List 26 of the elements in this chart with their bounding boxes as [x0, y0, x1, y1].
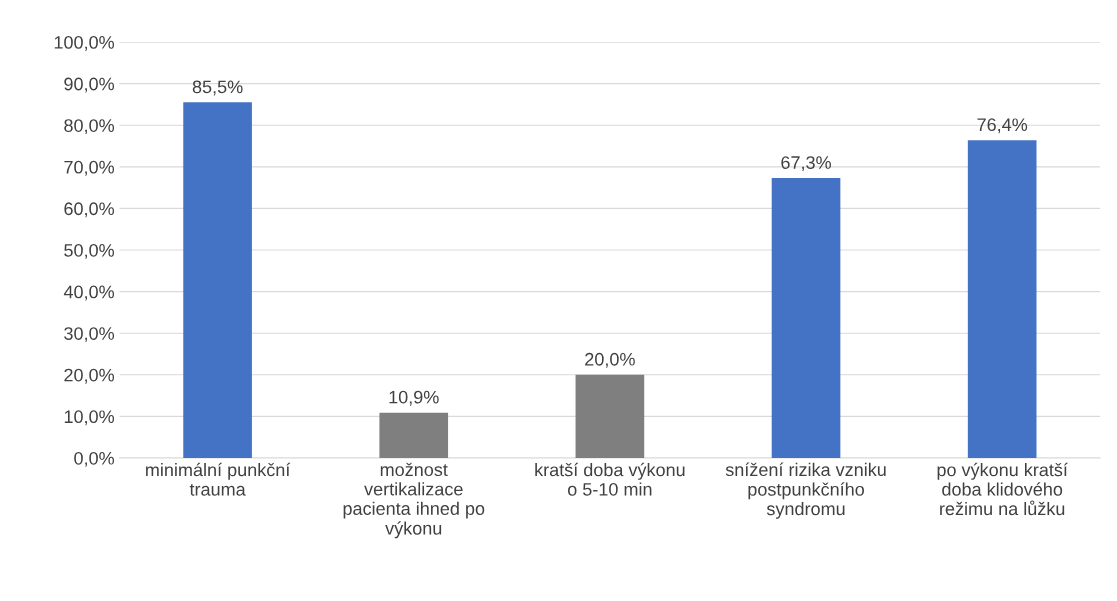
data-label: 10,9%: [389, 390, 439, 406]
x-tick-label: snížení rizika vzniku postpunkčního syndromu: [725, 462, 886, 519]
x-tick-label: po výkonu kratší doba klidového režimu na lůžku: [937, 462, 1068, 516]
y-tick-label: 10,0%: [64, 410, 115, 426]
y-tick-label: 70,0%: [64, 160, 115, 176]
bar: [967, 140, 1037, 458]
bar: [379, 412, 449, 458]
y-tick-label: 50,0%: [64, 243, 115, 259]
y-tick-label: 0,0%: [74, 451, 115, 467]
y-tick-label: 100,0%: [54, 36, 115, 51]
bar: [771, 178, 841, 458]
data-label: 76,4%: [977, 118, 1028, 134]
y-tick-label: 30,0%: [64, 327, 115, 343]
x-tick-label: kratší doba výkonu o 5-10 min: [535, 462, 685, 496]
x-tick-label: možnost vertikalizace pacienta ihned po výkonu: [343, 462, 485, 539]
y-tick-label: 80,0%: [64, 119, 115, 135]
data-label: 20,0%: [585, 352, 635, 368]
bar: [183, 102, 252, 458]
data-label: 85,5%: [192, 80, 243, 96]
x-tick-label: minimální punkční trauma: [146, 462, 291, 496]
data-label: 67,3%: [781, 156, 831, 172]
y-tick-label: 40,0%: [63, 285, 115, 301]
y-tick-label: 60,0%: [64, 202, 115, 218]
y-tick-label: 90,0%: [64, 77, 115, 93]
bar: [575, 374, 645, 458]
y-tick-label: 20,0%: [64, 368, 115, 384]
